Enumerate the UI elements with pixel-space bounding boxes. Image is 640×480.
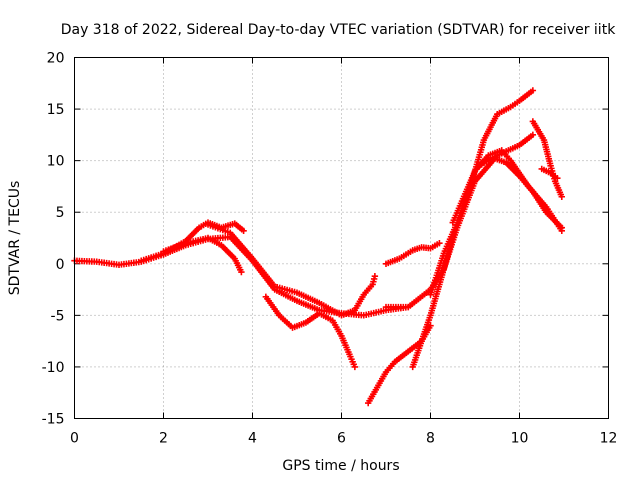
data-point <box>554 174 561 182</box>
data-series <box>71 87 565 407</box>
y-tick-label: -15 <box>42 412 65 428</box>
x-tick-label: 0 <box>70 431 79 447</box>
series-track-3 <box>160 234 245 276</box>
series-track-6 <box>382 239 443 267</box>
series-track-2 <box>138 219 247 264</box>
y-tick-label: 5 <box>56 205 65 221</box>
data-point <box>436 239 443 247</box>
x-tick-label: 12 <box>600 431 618 447</box>
plot-frame <box>74 57 609 419</box>
data-point <box>558 224 565 231</box>
data-point <box>371 272 379 280</box>
y-tick-label: -5 <box>51 308 65 324</box>
series-track-5 <box>262 293 359 371</box>
x-tick-labels: 0 2 4 6 8 10 12 <box>70 431 617 447</box>
series-track-13 <box>529 118 565 200</box>
data-point <box>427 322 434 329</box>
y-tick-label: 20 <box>47 51 65 67</box>
y-tick-label: 0 <box>56 257 65 273</box>
data-point <box>351 363 359 371</box>
y-tick-label: 15 <box>47 102 65 118</box>
chart-title: Day 318 of 2022, Sidereal Day-to-day VTE… <box>61 22 616 38</box>
y-axis-label: SDTVAR / TECUs <box>7 181 23 296</box>
data-point <box>238 268 245 276</box>
y-tick-label: -10 <box>42 360 65 376</box>
gridlines <box>74 57 609 419</box>
x-axis-label: GPS time / hours <box>282 458 399 474</box>
y-tick-label: 10 <box>47 154 65 170</box>
x-tick-label: 2 <box>159 431 168 447</box>
series-track-12 <box>476 154 565 231</box>
data-point <box>529 87 537 94</box>
data-point <box>240 227 247 234</box>
y-tick-labels: -15 -10 -5 0 5 10 15 20 <box>42 51 65 428</box>
x-tick-label: 8 <box>426 431 435 447</box>
x-tick-label: 4 <box>248 431 257 447</box>
series-track-4 <box>204 221 379 319</box>
data-point <box>558 193 565 200</box>
series-track-14 <box>538 165 561 182</box>
series-track-10 <box>427 87 537 298</box>
x-tick-label: 6 <box>337 431 346 447</box>
data-point <box>529 131 537 139</box>
x-tick-label: 10 <box>511 431 529 447</box>
